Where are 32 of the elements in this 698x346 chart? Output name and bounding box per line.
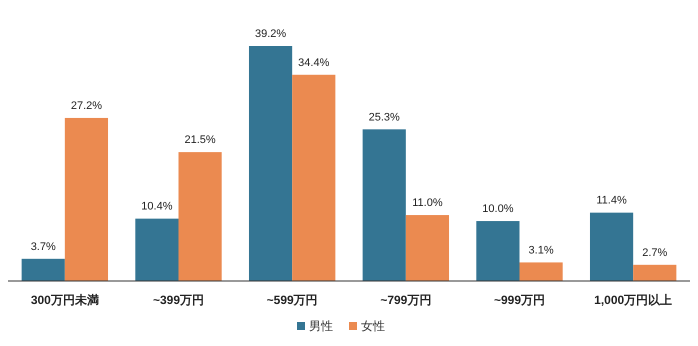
bar — [476, 221, 520, 281]
data-label: 27.2% — [70, 100, 102, 112]
data-label: 10.0% — [482, 203, 514, 216]
data-label: 3.7% — [30, 240, 56, 253]
data-label: 21.5% — [184, 134, 216, 146]
bar — [292, 74, 336, 281]
bar — [22, 258, 65, 281]
x-tick-label: ~599万円 — [266, 293, 318, 307]
data-label: 39.2% — [254, 28, 286, 40]
bar — [248, 46, 292, 281]
bar — [135, 218, 178, 281]
data-label: 11.4% — [596, 194, 627, 207]
bar — [178, 152, 222, 281]
data-label: 11.0% — [412, 197, 443, 210]
data-label: 34.4% — [298, 56, 330, 69]
x-tick-label: ~399万円 — [152, 293, 204, 307]
legend-label: 女性 — [361, 319, 385, 333]
bar — [406, 215, 450, 281]
x-tick-label: ~999万円 — [494, 293, 546, 307]
bar — [362, 129, 406, 281]
legend-label: 男性 — [309, 319, 333, 333]
bar — [590, 212, 634, 281]
bar — [64, 118, 108, 281]
data-label: 2.7% — [642, 246, 668, 259]
data-label: 3.1% — [528, 244, 554, 256]
data-label: 10.4% — [141, 200, 173, 213]
x-tick-label: 300万円未満 — [30, 293, 99, 307]
data-label: 25.3% — [368, 111, 400, 124]
x-tick-label: ~799万円 — [380, 293, 432, 307]
bar — [633, 264, 676, 281]
x-tick-label: 1,000万円以上 — [594, 293, 672, 307]
bar — [520, 262, 563, 281]
